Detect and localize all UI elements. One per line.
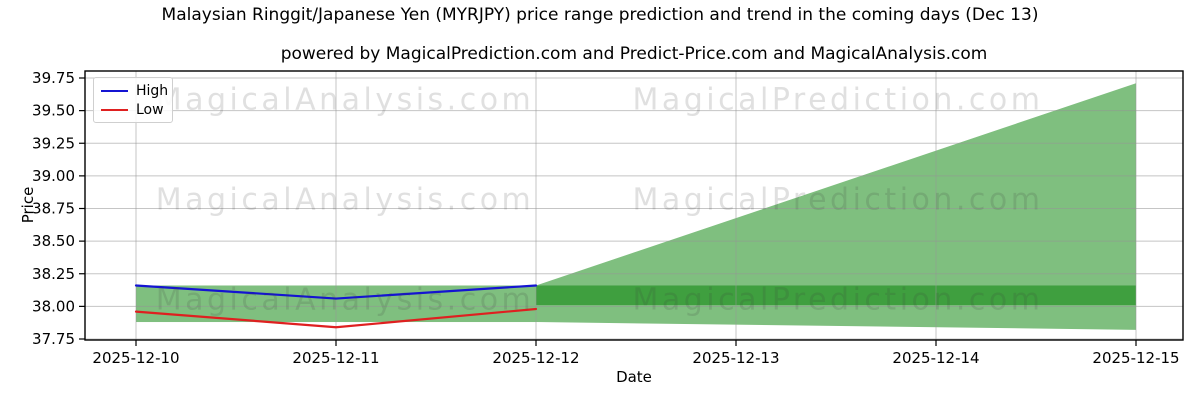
y-tick-label: 39.75 xyxy=(32,69,75,87)
y-tick-label: 38.25 xyxy=(32,265,75,283)
x-tick-label: 2025-12-14 xyxy=(892,349,979,367)
series-line-low xyxy=(134,307,538,329)
x-tick-label: 2025-12-10 xyxy=(92,349,179,367)
y-tick-label: 38.50 xyxy=(32,232,75,250)
legend-label-low: Low xyxy=(136,101,164,118)
axes-spines xyxy=(84,70,1184,341)
legend-box: High Low xyxy=(93,77,173,123)
figure-title: Malaysian Ringgit/Japanese Yen (MYRJPY) … xyxy=(161,5,1039,25)
x-tick-label: 2025-12-12 xyxy=(492,349,579,367)
y-tick-label: 38.00 xyxy=(32,297,75,315)
forecast-range-fan xyxy=(536,83,1136,330)
x-tick-label: 2025-12-11 xyxy=(292,349,379,367)
y-tick-label: 39.50 xyxy=(32,102,75,120)
legend-label-high: High xyxy=(136,82,169,99)
y-axis-label: Price xyxy=(19,186,37,224)
x-tick-label: 2025-12-15 xyxy=(1092,349,1179,367)
x-axis-label: Date xyxy=(616,368,652,386)
y-tick-label: 39.25 xyxy=(32,134,75,152)
legend-entry-low: Low xyxy=(101,102,165,118)
high-line-swatch xyxy=(101,89,128,92)
y-tick-label: 38.75 xyxy=(32,200,75,218)
series-line-high xyxy=(134,284,538,300)
x-tick-label: 2025-12-13 xyxy=(692,349,779,367)
forecast-level-band xyxy=(536,285,1136,306)
low-line-swatch xyxy=(101,108,128,111)
y-tick-label: 37.75 xyxy=(32,330,75,348)
axes-subtitle: powered by MagicalPrediction.com and Pre… xyxy=(280,44,988,64)
y-tick-label: 39.00 xyxy=(32,167,75,185)
legend-entry-high: High xyxy=(101,82,169,99)
